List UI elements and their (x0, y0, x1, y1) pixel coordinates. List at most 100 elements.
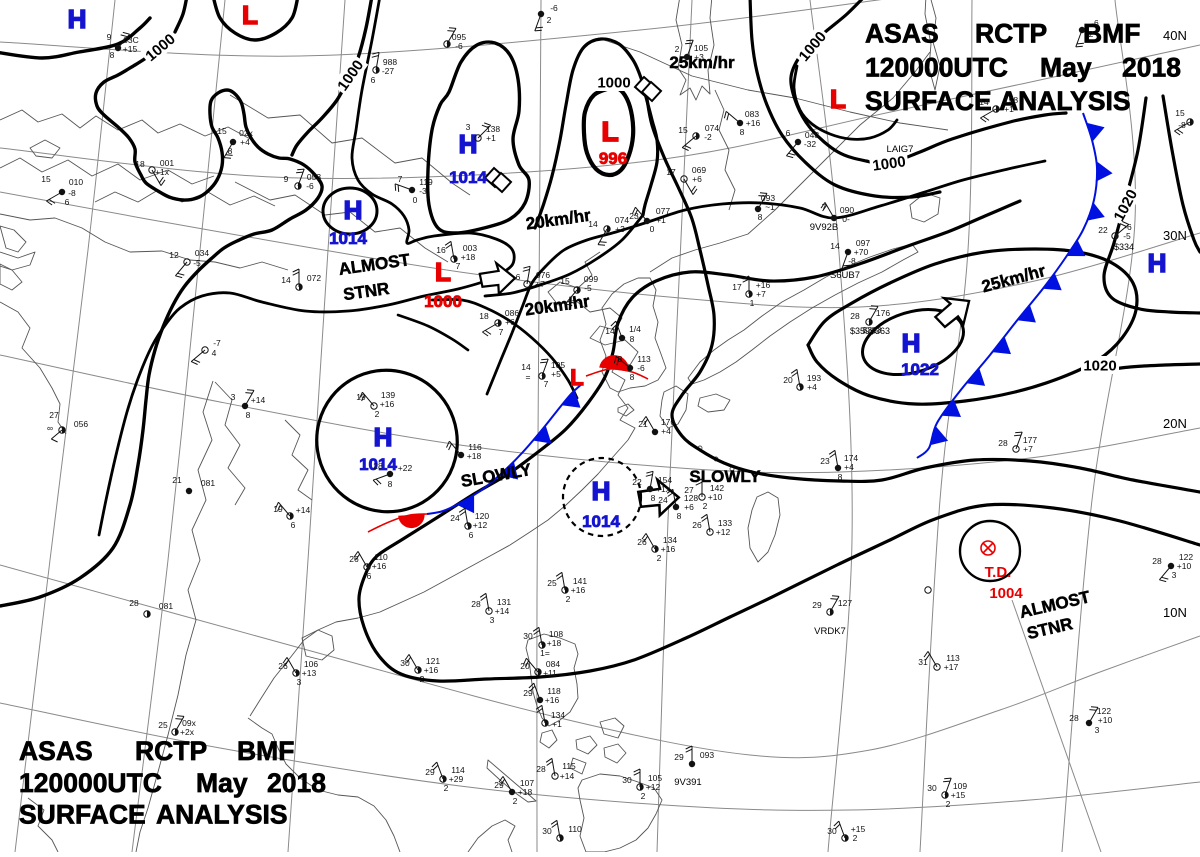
svg-text:28: 28 (1152, 556, 1162, 566)
svg-text:8: 8 (677, 511, 682, 521)
svg-text:+1: +1 (486, 133, 496, 143)
svg-text:+5: +5 (551, 369, 561, 379)
svg-text:31: 31 (918, 657, 928, 667)
svg-text:8: 8 (651, 493, 656, 503)
svg-text:+10: +10 (1098, 715, 1113, 725)
svg-text:093: 093 (700, 750, 714, 760)
svg-text:110: 110 (568, 824, 582, 834)
svg-text:S6UB7: S6UB7 (830, 270, 860, 281)
svg-text:28: 28 (373, 461, 383, 471)
svg-text:176: 176 (876, 308, 890, 318)
svg-text:108: 108 (549, 629, 563, 639)
svg-text:+70: +70 (854, 247, 869, 257)
svg-text:RCTP: RCTP (135, 736, 207, 766)
svg-text:30: 30 (622, 775, 632, 785)
svg-text:2: 2 (946, 799, 951, 809)
svg-text:074: 074 (615, 215, 629, 225)
svg-text:SURFACE: SURFACE (865, 86, 992, 116)
svg-text:1000: 1000 (597, 75, 630, 92)
svg-text:27: 27 (684, 485, 694, 495)
svg-text:097: 097 (856, 238, 870, 248)
svg-text:-5: -5 (193, 258, 201, 268)
svg-text:+3: +3 (615, 224, 625, 234)
svg-text:SURFACE: SURFACE (19, 800, 146, 830)
svg-text:10N: 10N (1163, 605, 1187, 620)
svg-text:083: 083 (745, 109, 759, 119)
svg-text:L: L (830, 84, 846, 114)
svg-text:+16: +16 (545, 695, 560, 705)
svg-text:120000UTC: 120000UTC (865, 53, 1008, 83)
svg-text:6: 6 (291, 520, 296, 530)
svg-text:15: 15 (678, 125, 688, 135)
svg-text:-27: -27 (382, 66, 395, 76)
svg-text:114: 114 (451, 765, 465, 775)
svg-text:6: 6 (65, 197, 70, 207)
svg-text:17: 17 (666, 167, 676, 177)
svg-text:8: 8 (758, 212, 763, 222)
svg-text:15: 15 (560, 276, 570, 286)
svg-text:174: 174 (844, 453, 858, 463)
svg-text:+10: +10 (1177, 561, 1192, 571)
svg-text:29: 29 (425, 767, 435, 777)
svg-text:+4: +4 (661, 426, 671, 436)
svg-text:+16: +16 (746, 118, 761, 128)
svg-text:1014: 1014 (449, 168, 487, 187)
svg-text:30: 30 (400, 658, 410, 668)
svg-text:8: 8 (246, 410, 251, 420)
svg-text:20N: 20N (1163, 416, 1187, 431)
svg-text:076: 076 (536, 270, 550, 280)
svg-text:6: 6 (371, 75, 376, 85)
svg-text:1000: 1000 (871, 153, 906, 174)
svg-text:2: 2 (675, 44, 680, 54)
svg-text:9: 9 (284, 174, 289, 184)
svg-text:LAIG7: LAIG7 (887, 144, 914, 155)
svg-text:15: 15 (1175, 108, 1185, 118)
svg-text:+1: +1 (552, 719, 562, 729)
svg-text:086: 086 (505, 308, 519, 318)
svg-text:+15: +15 (851, 824, 866, 834)
svg-text:14: 14 (605, 326, 615, 336)
svg-text:H: H (592, 476, 611, 506)
svg-text:6: 6 (786, 128, 791, 138)
svg-text:2: 2 (641, 791, 646, 801)
svg-text:3: 3 (1172, 570, 1177, 580)
svg-text:23: 23 (820, 456, 830, 466)
svg-text:02x: 02x (239, 128, 253, 138)
svg-text:1020: 1020 (1083, 358, 1116, 375)
svg-text:-5: -5 (1123, 231, 1131, 241)
svg-text:14: 14 (588, 219, 598, 229)
svg-text:RCTP: RCTP (975, 19, 1047, 49)
svg-text:28: 28 (1069, 713, 1079, 723)
svg-text:17: 17 (732, 282, 742, 292)
svg-text:7: 7 (398, 174, 403, 184)
svg-text:996: 996 (599, 149, 627, 168)
svg-text:T.D.: T.D. (985, 564, 1012, 581)
svg-text:+3: +3 (694, 52, 704, 62)
svg-text:-3: -3 (419, 186, 427, 196)
svg-text:-6: -6 (550, 3, 558, 13)
svg-text:+18: +18 (518, 787, 533, 797)
svg-text:+18: +18 (467, 451, 482, 461)
svg-text:8: 8 (740, 127, 745, 137)
svg-text:0: 0 (650, 224, 655, 234)
svg-text:+6: +6 (684, 502, 694, 512)
svg-text:+12: +12 (473, 520, 488, 530)
svg-text:14: 14 (830, 241, 840, 251)
svg-text:9V92B: 9V92B (810, 222, 839, 233)
svg-text:29: 29 (812, 600, 822, 610)
svg-text:2: 2 (853, 833, 858, 843)
svg-text:-32: -32 (804, 139, 817, 149)
svg-text:2: 2 (657, 553, 662, 563)
svg-text:115: 115 (562, 761, 576, 771)
svg-text:ASAS: ASAS (865, 19, 939, 49)
svg-text:28: 28 (129, 598, 139, 608)
svg-text:048: 048 (805, 130, 819, 140)
svg-text:2: 2 (375, 409, 380, 419)
svg-text:7: 7 (499, 327, 504, 337)
svg-text:18: 18 (479, 311, 489, 321)
svg-text:28: 28 (536, 764, 546, 774)
svg-text:30: 30 (827, 826, 837, 836)
svg-text:+22: +22 (398, 463, 413, 473)
svg-text:=: = (526, 372, 531, 382)
svg-text:+1x: +1x (656, 484, 671, 494)
